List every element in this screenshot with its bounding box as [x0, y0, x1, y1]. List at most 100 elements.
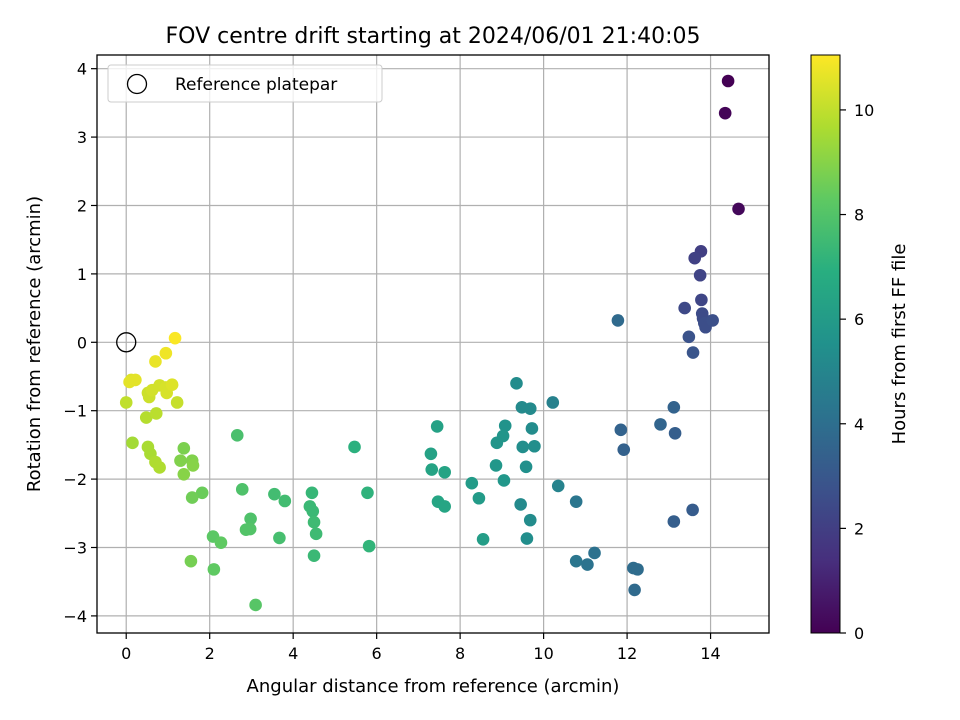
data-point — [361, 486, 374, 500]
data-point — [307, 515, 321, 529]
colorbar-label: Hours from first FF file — [889, 244, 910, 445]
reference-platepar-marker — [116, 332, 137, 353]
x-tick-label: 0 — [121, 644, 131, 663]
data-point — [546, 396, 560, 409]
data-point — [438, 500, 451, 513]
data-point — [523, 402, 537, 415]
y-axis-label: Rotation from reference (arcmin) — [24, 196, 45, 492]
data-point — [123, 375, 136, 389]
data-point — [721, 74, 735, 88]
legend-box — [107, 64, 383, 103]
reference-marker-layer — [116, 332, 137, 353]
legend: Reference platepar — [107, 64, 383, 103]
data-point — [153, 461, 166, 474]
grid — [97, 55, 769, 633]
data-point — [490, 436, 504, 450]
data-point — [235, 483, 249, 496]
data-point — [139, 411, 153, 424]
data-point — [528, 439, 541, 453]
data-point — [688, 251, 702, 265]
legend-entry-label: Reference platepar — [175, 75, 337, 95]
x-axis-label: Angular distance from reference (arcmin) — [247, 676, 620, 697]
x-tick-label: 4 — [288, 644, 298, 663]
data-point — [126, 436, 139, 450]
data-point — [438, 465, 451, 479]
chart-title: FOV centre drift starting at 2024/06/01 … — [166, 24, 701, 49]
data-point — [184, 554, 198, 568]
data-point — [718, 106, 732, 120]
data-point — [520, 532, 534, 545]
data-point — [476, 532, 490, 546]
data-point — [244, 512, 257, 526]
x-tick-label: 6 — [372, 644, 382, 663]
data-point — [569, 495, 583, 508]
y-tick-label: 1 — [77, 265, 87, 284]
data-point — [230, 429, 244, 442]
x-tick-label: 10 — [533, 644, 553, 663]
x-tick-label: 14 — [700, 644, 720, 663]
data-point — [614, 423, 628, 437]
x-tick-label: 2 — [205, 644, 215, 663]
data-point — [249, 598, 262, 612]
colorbar: 0 2 4 6 8 10 Hours from first FF file — [810, 54, 910, 643]
data-point — [581, 558, 594, 571]
data-point — [465, 476, 479, 490]
colorbar-tick-label: 4 — [854, 415, 864, 434]
x-tick-label: 8 — [455, 644, 465, 663]
data-point — [510, 377, 523, 390]
data-point — [273, 531, 286, 545]
data-point — [305, 486, 319, 500]
data-point — [348, 440, 361, 454]
colorbar-tick-label: 2 — [854, 519, 864, 538]
data-point — [425, 463, 439, 476]
data-point — [186, 459, 200, 472]
data-point — [489, 459, 503, 472]
data-point — [177, 442, 191, 455]
y-tick-label: −1 — [63, 402, 87, 421]
data-point — [732, 202, 745, 216]
data-point — [631, 563, 644, 576]
colorbar-tick-label: 6 — [854, 310, 864, 329]
data-point — [588, 546, 601, 560]
data-point — [617, 443, 631, 456]
data-point — [686, 346, 700, 359]
data-point — [174, 454, 187, 467]
data-point — [430, 420, 444, 433]
data-point — [523, 513, 537, 527]
data-point — [519, 460, 533, 474]
colorbar-tick-label: 0 — [854, 624, 864, 643]
y-tick-label: −3 — [63, 538, 87, 557]
y-tick-label: 2 — [77, 196, 87, 215]
data-point — [654, 418, 667, 431]
colorbar-ticks: 0 2 4 6 8 10 — [840, 101, 874, 643]
data-point — [177, 468, 191, 481]
data-point — [611, 314, 625, 327]
data-point — [268, 487, 281, 501]
data-point — [678, 301, 691, 315]
data-point — [686, 503, 699, 517]
x-axis-ticks: 0 2 4 6 8 10 12 14 — [121, 633, 721, 663]
data-point — [695, 293, 708, 307]
data-point — [149, 407, 163, 420]
data-point — [569, 554, 583, 568]
data-point — [497, 474, 511, 487]
data-point — [165, 378, 179, 391]
data-point — [170, 396, 184, 409]
data-point — [159, 346, 173, 360]
data-point — [667, 515, 681, 528]
colorbar-tick-label: 8 — [854, 206, 864, 225]
data-point — [309, 527, 323, 541]
y-axis-ticks: −4 −3 −2 −1 0 1 2 3 4 — [63, 60, 97, 626]
data-point — [472, 491, 486, 505]
data-point — [195, 486, 209, 500]
legend-marker-icon — [126, 73, 148, 95]
data-point — [362, 539, 376, 553]
colorbar-tick-label: 10 — [854, 101, 874, 120]
data-point — [668, 426, 682, 440]
data-point — [628, 583, 641, 597]
y-tick-label: −2 — [63, 470, 87, 489]
data-point — [706, 314, 719, 327]
data-point — [207, 563, 221, 576]
data-point — [307, 549, 321, 563]
